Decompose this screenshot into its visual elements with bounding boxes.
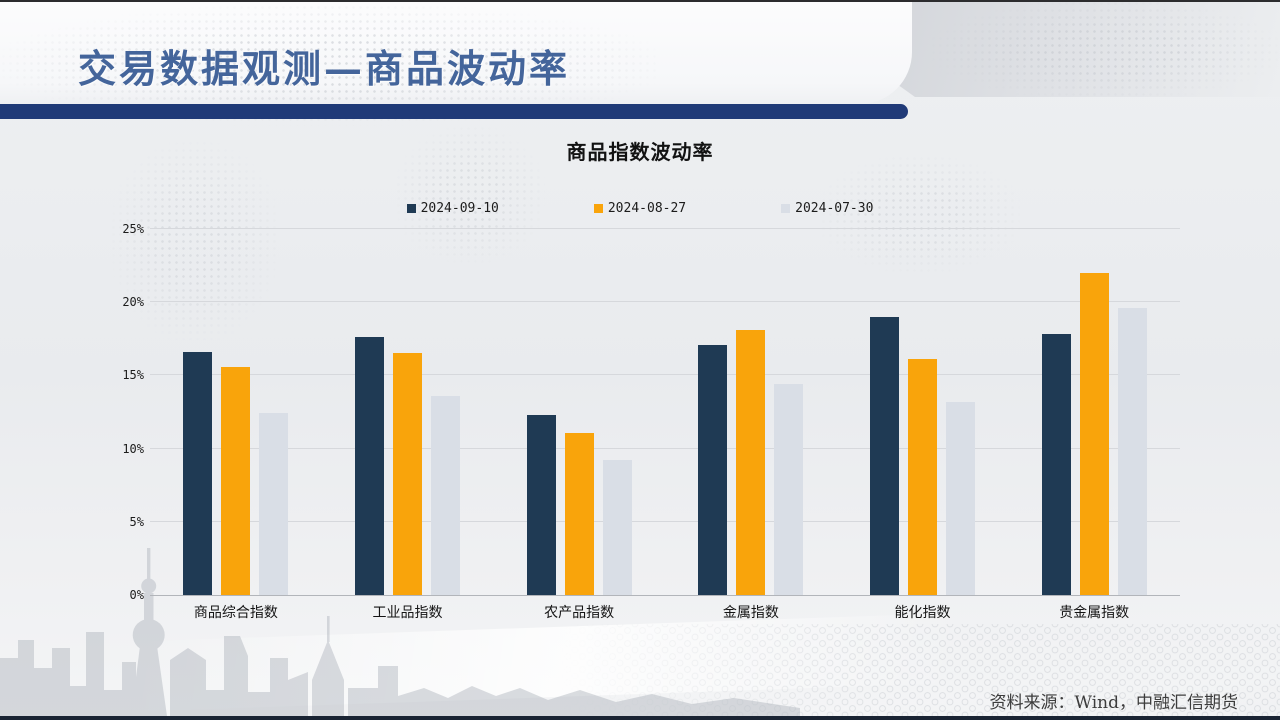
- gridline: [150, 374, 1180, 376]
- bar-2024-09-10: [183, 351, 213, 595]
- legend-label: 2024-09-10: [420, 201, 499, 216]
- category-label: 贵金属指数: [1059, 605, 1130, 621]
- gridline: [150, 520, 1180, 522]
- category-label: 能化指数: [894, 605, 951, 621]
- category-label: 商品综合指数: [193, 605, 278, 621]
- bar-2024-07-30: [431, 395, 460, 595]
- y-tick-label: 15%: [122, 368, 144, 383]
- legend-item: 2024-07-30: [781, 201, 873, 216]
- bar-group: [493, 229, 665, 595]
- bar-2024-07-30: [1117, 308, 1147, 595]
- gridline: [150, 228, 1180, 229]
- y-tick-label: 20%: [122, 295, 144, 310]
- world-map-dots-pattern: [110, 140, 280, 340]
- bar-group: [665, 229, 837, 595]
- gridline: [150, 447, 1180, 449]
- bar-2024-08-27: [393, 353, 422, 595]
- world-map-dots-pattern: [930, 0, 1280, 100]
- city-skyline-silhouette: [0, 548, 800, 716]
- data-source-note: 资料来源：Wind，中融汇信期货: [989, 693, 1238, 713]
- legend-marker: [406, 204, 416, 213]
- bar-group: [322, 229, 494, 595]
- bar-2024-07-30: [946, 401, 976, 595]
- gridline: [150, 301, 1180, 303]
- bar-2024-08-27: [221, 366, 251, 595]
- legend-item: 2024-08-27: [593, 201, 687, 216]
- hexagon-pattern: [560, 624, 1280, 716]
- x-axis-labels: 商品综合指数 工业品指数 农产品指数 金属指数 能化指数 贵金属指数: [150, 602, 1180, 622]
- bar-2024-07-30: [259, 413, 289, 595]
- bar-2024-09-10: [870, 316, 900, 595]
- bar-2024-09-10: [355, 337, 384, 595]
- bar-2024-08-27: [1079, 272, 1109, 595]
- bar-2024-09-10: [526, 414, 556, 595]
- y-tick-label: 5%: [129, 514, 144, 529]
- title-accent-bar: [0, 104, 908, 119]
- y-tick-label: 10%: [122, 441, 144, 456]
- bar-group: [1008, 229, 1180, 595]
- bar-2024-07-30: [602, 460, 632, 595]
- bar-group: [150, 229, 322, 595]
- world-map-dots-pattern: [395, 125, 545, 265]
- y-axis: 0% 5% 10% 15% 20% 25%: [100, 222, 148, 602]
- page-title: 交易数据观测—商品波动率: [78, 46, 571, 91]
- legend-marker: [593, 204, 603, 213]
- y-tick-label: 0%: [129, 588, 144, 602]
- bar-2024-08-27: [736, 330, 766, 595]
- category-label: 工业品指数: [372, 605, 443, 621]
- bar-2024-08-27: [908, 359, 938, 595]
- legend-label: 2024-07-30: [795, 201, 874, 216]
- bar-group: [837, 229, 1009, 595]
- legend-item: 2024-09-10: [406, 201, 499, 216]
- legend-marker: [781, 204, 791, 213]
- world-map-dots-pattern: [820, 155, 1020, 275]
- legend-label: 2024-08-27: [607, 201, 687, 216]
- category-label: 农产品指数: [544, 605, 615, 621]
- top-edge-line: [0, 0, 1280, 2]
- chart-title: 商品指数波动率: [566, 140, 714, 164]
- bar-2024-09-10: [1041, 334, 1071, 595]
- bar-2024-07-30: [774, 384, 804, 595]
- category-label: 金属指数: [722, 605, 779, 621]
- bottom-edge-line: [0, 716, 1280, 720]
- chart-legend: 2024-09-10 2024-08-27 2024-07-30: [0, 201, 1280, 216]
- y-tick-label: 25%: [122, 222, 144, 236]
- bar-2024-09-10: [698, 344, 728, 595]
- plot-area: [150, 228, 1180, 596]
- bar-2024-08-27: [564, 432, 594, 595]
